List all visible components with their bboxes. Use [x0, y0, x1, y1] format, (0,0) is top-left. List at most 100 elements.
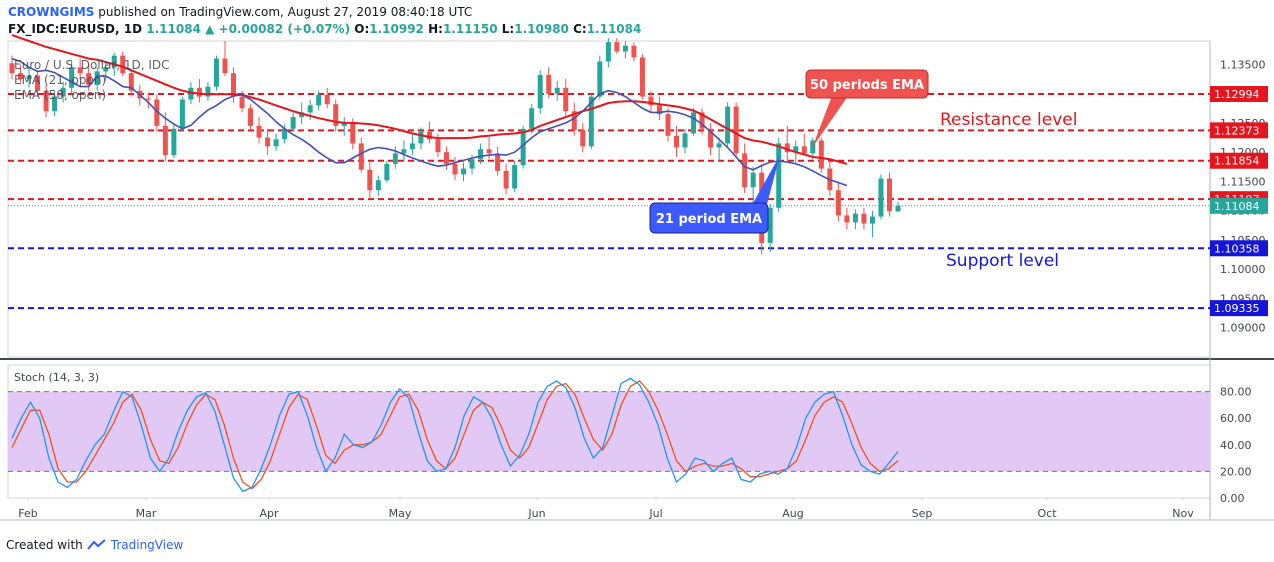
- candle-body: [691, 112, 697, 134]
- candle-body: [418, 131, 424, 144]
- candle-body: [495, 153, 501, 171]
- candle-body: [571, 111, 577, 130]
- candle-body: [801, 146, 807, 154]
- candle-body: [26, 75, 32, 80]
- candle-body: [43, 90, 49, 112]
- price-tick-label: 1.13500: [1220, 58, 1266, 71]
- resistance-label: Resistance level: [940, 110, 1077, 130]
- time-tick-label: Jun: [527, 507, 545, 520]
- candle-body: [239, 96, 245, 109]
- level-tag: [1210, 86, 1268, 103]
- candle-body: [341, 122, 347, 126]
- ema21-callout-box: [649, 202, 769, 234]
- stoch-legend[interactable]: Stoch (14, 3, 3): [14, 371, 100, 384]
- author-name[interactable]: CROWNGIMS: [8, 5, 95, 19]
- last-price-tag: [1210, 197, 1268, 214]
- time-tick-label: Sep: [912, 507, 933, 520]
- stoch-tick-label: 80.00: [1220, 386, 1252, 399]
- candle-body: [145, 98, 151, 100]
- candle-body: [886, 178, 892, 212]
- time-tick-label: Aug: [782, 507, 803, 520]
- level-tag-label: 1.12994: [1214, 88, 1260, 101]
- candle-body: [529, 108, 535, 129]
- level-tag-label: 1.11854: [1214, 155, 1260, 168]
- candle-body: [631, 45, 637, 58]
- high-value: 1.11150: [442, 22, 498, 36]
- candle-body: [256, 125, 262, 138]
- candle-body: [478, 149, 484, 160]
- high-label: H:: [428, 22, 443, 36]
- last-price: 1.11084: [146, 22, 201, 36]
- series-legend[interactable]: Euro / U.S. Dollar, 1D, IDC: [14, 58, 170, 72]
- price-change: +0.00082 (+0.07%): [218, 22, 351, 36]
- candle-body: [307, 105, 313, 113]
- candle-body: [861, 213, 867, 224]
- candle-body: [605, 42, 611, 62]
- created-with-text: Created with: [6, 538, 83, 552]
- publish-info: CROWNGIMS published on TradingView.com, …: [8, 5, 472, 19]
- ema21-legend[interactable]: EMA (21, open): [14, 73, 107, 87]
- close-label: C:: [573, 22, 587, 36]
- candle-body: [597, 61, 603, 97]
- candle-body: [742, 153, 748, 188]
- candle-body: [273, 139, 279, 147]
- ema21-callout-pointer: [752, 155, 780, 208]
- candle-body: [503, 170, 509, 189]
- tradingview-logo-icon: [87, 539, 106, 550]
- candle-body: [171, 128, 177, 156]
- level-tag: [1210, 152, 1268, 169]
- level-tag-label: 1.12373: [1214, 124, 1260, 137]
- candle-body: [725, 106, 731, 144]
- candle-body: [750, 172, 756, 188]
- candle-body: [367, 169, 373, 191]
- candle-body: [512, 165, 518, 189]
- time-tick-label: Apr: [259, 507, 279, 520]
- candle-body: [622, 45, 628, 52]
- candle-body: [35, 75, 41, 91]
- candle-body: [9, 63, 15, 74]
- stoch-tick-label: 60.00: [1220, 412, 1252, 425]
- candle-body: [682, 133, 688, 148]
- last-price-tag-label: 1.11084: [1214, 200, 1260, 213]
- candle-body: [588, 96, 594, 147]
- close-value: 1.11084: [586, 22, 642, 36]
- candle-body: [784, 143, 790, 153]
- candle-body: [18, 73, 24, 80]
- candle-body: [333, 104, 339, 126]
- time-tick-label: Nov: [1172, 507, 1194, 520]
- ema50-legend[interactable]: EMA (50, open): [14, 88, 107, 102]
- candle-body: [452, 163, 458, 175]
- candle-body: [674, 135, 679, 148]
- candle-body: [299, 112, 305, 118]
- candle-body: [546, 74, 552, 94]
- time-tick-label: Jul: [648, 507, 662, 520]
- candle-body: [554, 87, 560, 94]
- candle-body: [69, 67, 75, 88]
- candle-body: [844, 215, 850, 223]
- candle-body: [895, 206, 901, 212]
- candle-body: [443, 152, 449, 164]
- ema21-callout-label: 21 period EMA: [656, 212, 762, 227]
- candle-body: [358, 143, 364, 170]
- candle-body: [120, 55, 126, 74]
- tradingview-brand[interactable]: TradingView: [110, 538, 184, 552]
- open-value: 1.10992: [369, 22, 424, 36]
- candle-body: [716, 143, 722, 148]
- ohlc-header: FX_IDC:EURUSD, 1D 1.11084 ▲ +0.00082 (+0…: [8, 22, 641, 36]
- published-text: published on TradingView.com, August 27,…: [98, 5, 473, 19]
- support-label: Support level: [946, 251, 1059, 271]
- candle-body: [793, 146, 799, 153]
- candle-body: [205, 86, 211, 97]
- time-tick-label: Mar: [136, 507, 157, 520]
- candle-body: [77, 67, 83, 74]
- candle-body: [776, 143, 782, 208]
- candle-body: [316, 94, 322, 106]
- footer: Created with TradingView: [6, 538, 183, 552]
- ema50-callout-pointer: [812, 96, 848, 148]
- candle-body: [384, 163, 390, 181]
- candle-body: [222, 58, 228, 74]
- candle-body: [869, 216, 875, 224]
- stoch-d-line: [11, 380, 899, 490]
- candle-body: [878, 178, 884, 217]
